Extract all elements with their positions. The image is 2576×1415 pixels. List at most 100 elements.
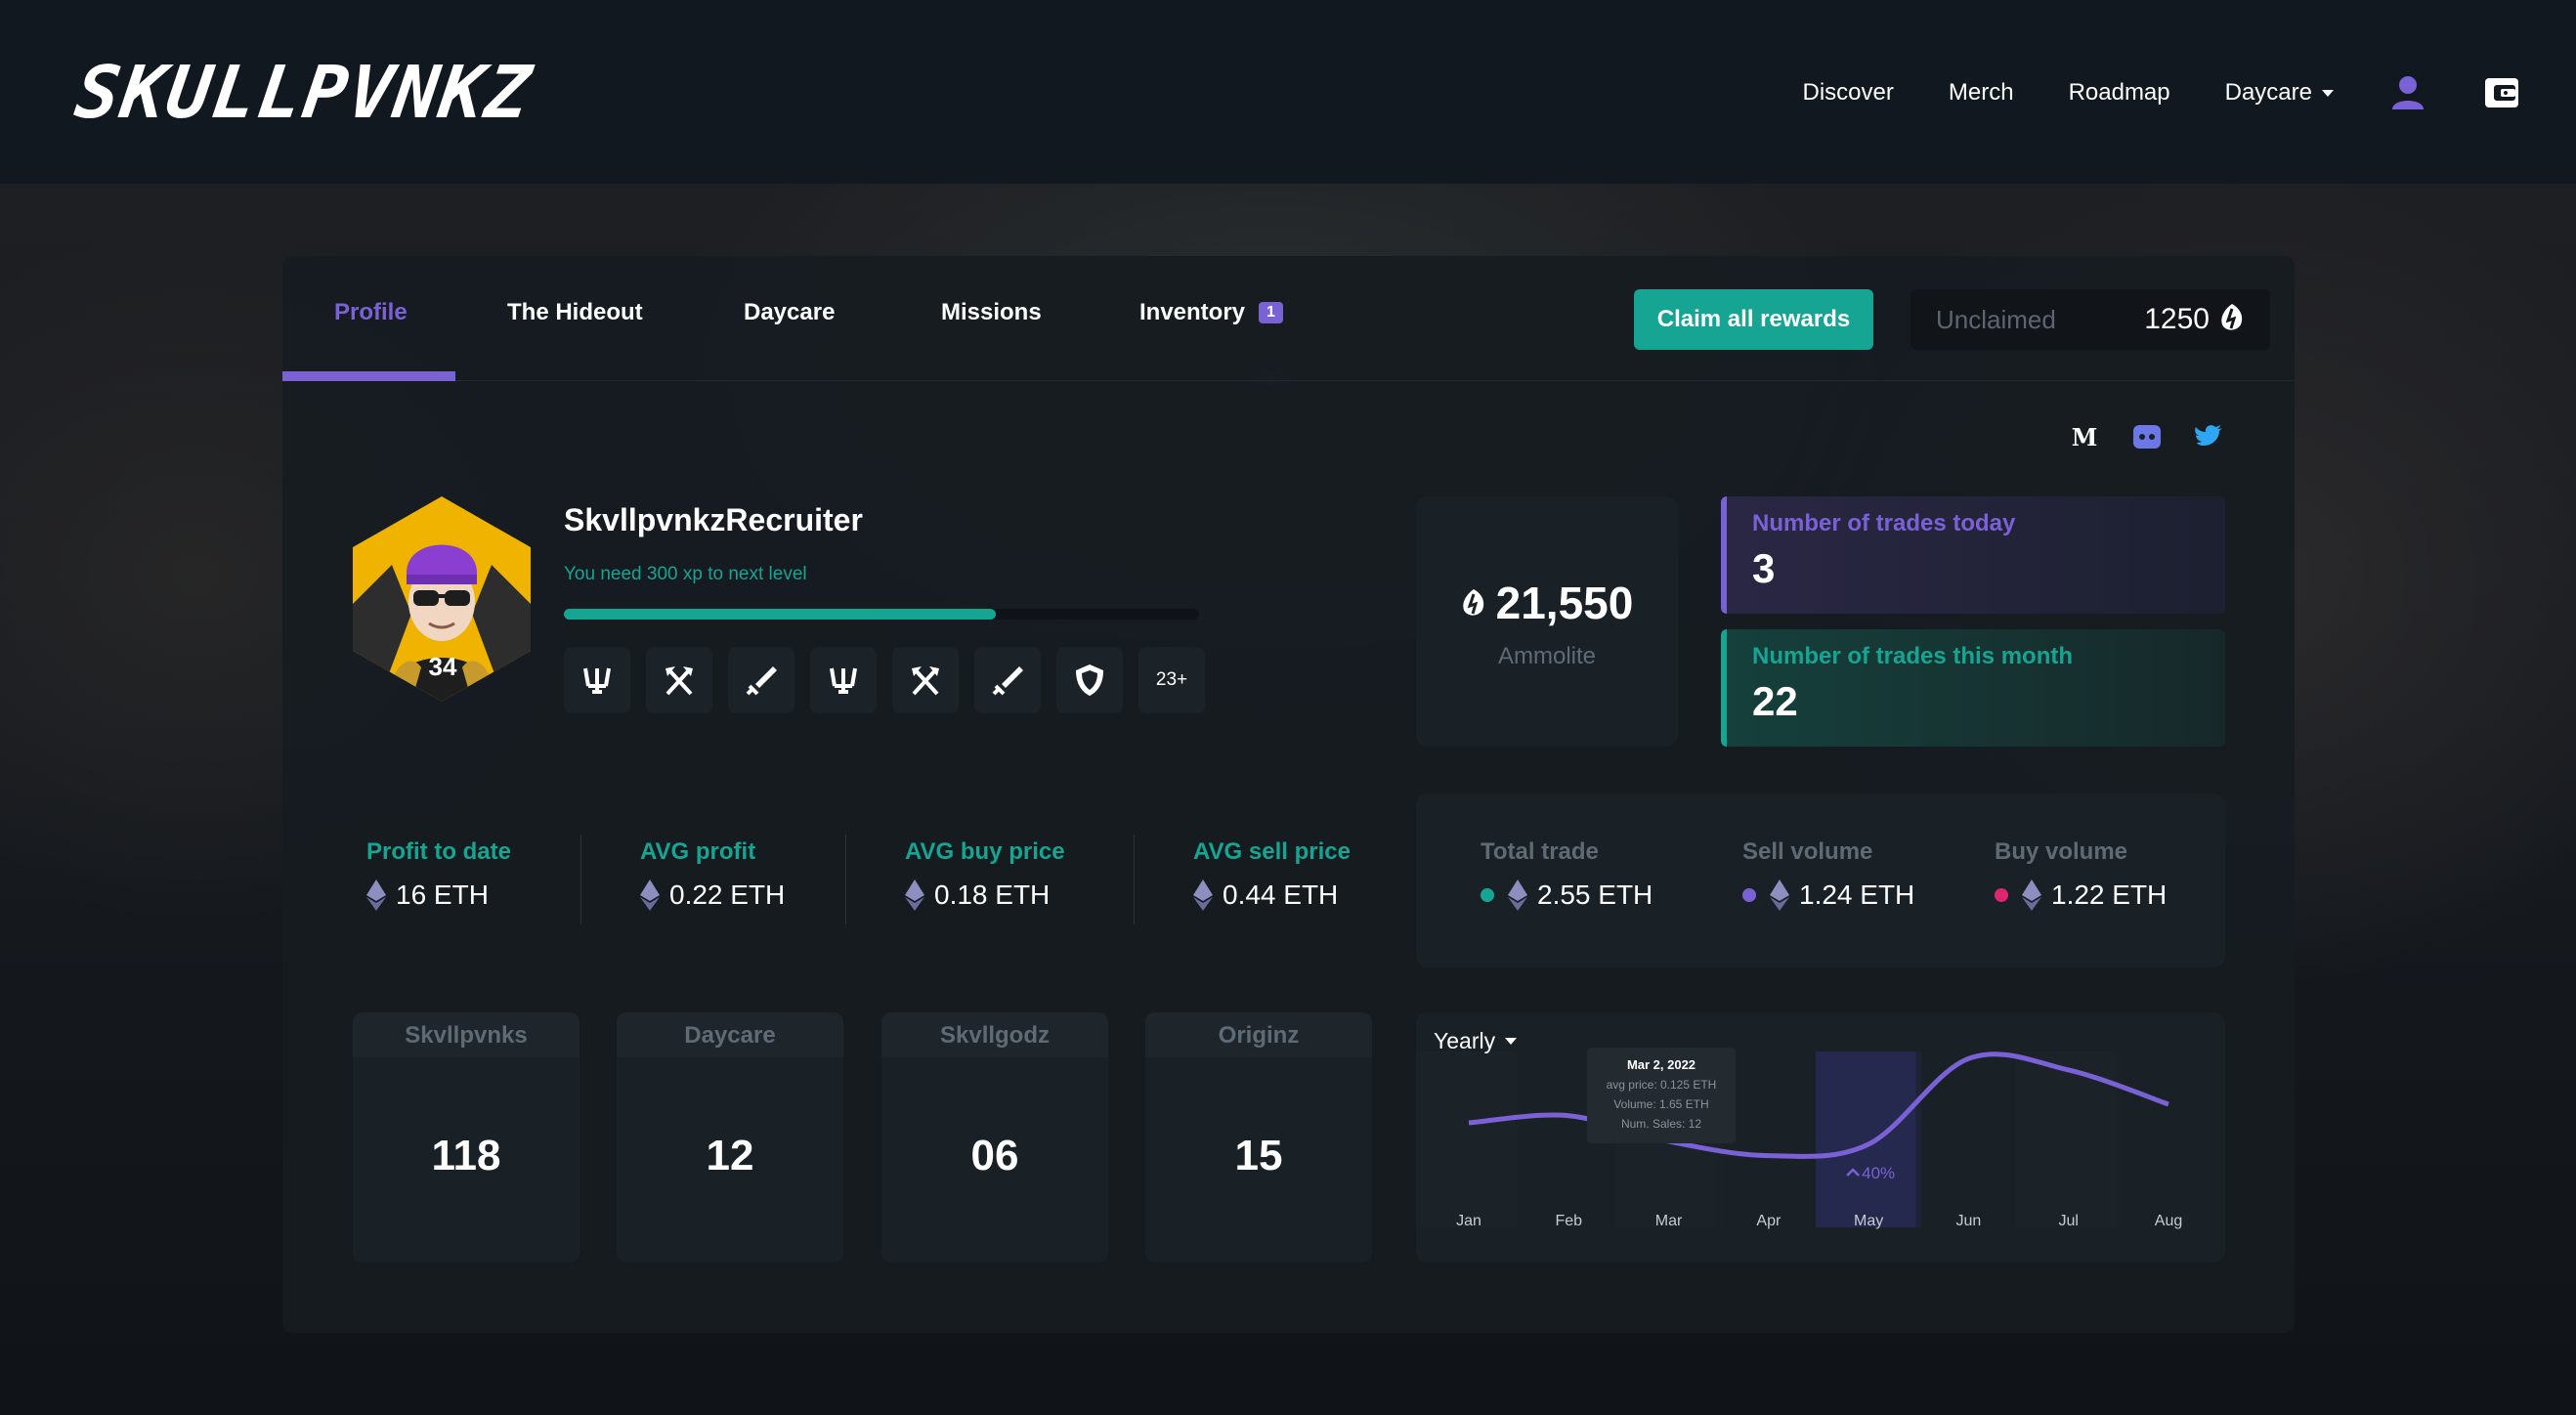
eth-icon (1193, 879, 1213, 911)
ammolite-icon (2219, 303, 2245, 337)
brand-logo[interactable]: SKULLPVNKZ (69, 51, 537, 135)
trade-chart-card: Jan Feb Mar Apr May Jun Jul Aug 40% Mar 2, 2022 av… (1416, 1012, 2225, 1263)
top-navbar: SKULLPVNKZ Discover Merch Roadmap Daycar… (0, 0, 2576, 184)
chart-highlight-label: 40% (1862, 1164, 1895, 1182)
chart-month-band (1915, 1051, 2022, 1227)
stat-profit-to-date: Profit to date 16 ETH (366, 838, 511, 911)
volume-value: 1.24 ETH (1799, 879, 1915, 910)
user-icon[interactable] (2388, 73, 2427, 112)
nav-daycare-label: Daycare (2224, 79, 2312, 106)
collection-card-daycare[interactable]: Daycare 12 (617, 1012, 843, 1263)
nav-links: Discover Merch Roadmap Daycare (1803, 68, 2576, 117)
nav-link-merch[interactable]: Merch (1948, 79, 2014, 106)
tab-inventory[interactable]: Inventory 1 (1139, 299, 1283, 326)
more-badges-count[interactable]: 23+ (1138, 647, 1205, 713)
unclaimed-label: Unclaimed (1936, 304, 2056, 334)
stat-value-row: 16 ETH (366, 879, 511, 911)
username: SkvllpvnkzRecruiter (564, 502, 863, 537)
collection-card-skvllpvnks[interactable]: Skvllpvnks 118 (353, 1012, 580, 1263)
volume-value-row: 1.22 ETH (1995, 879, 2167, 911)
chart-tooltip-line: Mar 2, 2022 (1627, 1057, 1696, 1072)
stat-value: 0.22 ETH (669, 879, 786, 910)
stat-value-row: 0.22 ETH (640, 879, 785, 911)
achievement-badges: 23+ (564, 647, 1205, 713)
trades-month-label: Number of trades this month (1752, 643, 2074, 669)
sword-icon[interactable] (974, 647, 1041, 713)
discord-icon[interactable] (2130, 420, 2164, 453)
stat-avg-sell-price: AVG sell price 0.44 ETH (1193, 838, 1351, 911)
eth-icon (1770, 879, 1789, 911)
chart-x-tick-label: Jan (1456, 1213, 1481, 1229)
ammolite-value: 21,550 (1495, 578, 1634, 628)
claim-all-rewards-button[interactable]: Claim all rewards (1634, 289, 1873, 350)
tab-the-hideout[interactable]: The Hideout (507, 299, 643, 325)
sword-icon[interactable] (728, 647, 794, 713)
level-badge: 34 (428, 651, 457, 681)
active-tab-indicator (282, 371, 455, 381)
nav-link-discover[interactable]: Discover (1802, 79, 1894, 106)
stat-value: 16 ETH (396, 879, 489, 910)
wallet-icon[interactable] (2482, 73, 2521, 112)
collection-card-originz[interactable]: Originz 15 (1145, 1012, 1372, 1263)
eth-icon (905, 879, 924, 911)
trades-today-card: Number of trades today 3 (1721, 496, 2225, 614)
status-dot (1481, 888, 1494, 902)
chart-x-tick-label: Jul (2058, 1213, 2078, 1229)
volume-value-row: 1.24 ETH (1742, 879, 1914, 911)
chart-x-tick-label: Feb (1555, 1213, 1582, 1229)
ammolite-balance: 21,550 (1416, 577, 1678, 629)
crossed-axes-icon[interactable] (892, 647, 959, 713)
trades-today-value: 3 (1752, 545, 1776, 591)
chart-month-band (1416, 1051, 1522, 1227)
avatar[interactable]: 34 (353, 496, 531, 702)
unclaimed-rewards-box: Unclaimed 1250 (1911, 289, 2270, 350)
unclaimed-value: 1250 (2144, 303, 2210, 335)
tab-profile[interactable]: Profile (334, 299, 408, 325)
crossed-axes-icon[interactable] (646, 647, 712, 713)
stat-value: 0.44 ETH (1223, 879, 1339, 910)
chart-x-tick-label: Mar (1655, 1213, 1683, 1229)
trident-icon[interactable] (810, 647, 877, 713)
divider (580, 835, 581, 924)
chevron-down-icon (1505, 1038, 1518, 1045)
stat-label: AVG profit (640, 838, 756, 865)
collection-card-skvllgodz[interactable]: Skvllgodz 06 (881, 1012, 1108, 1263)
chevron-down-icon (2322, 89, 2334, 97)
nav-dropdown-daycare[interactable]: Daycare (2225, 79, 2334, 107)
status-dot (1742, 888, 1756, 902)
nav-link-roadmap[interactable]: Roadmap (2068, 79, 2170, 106)
tab-missions[interactable]: Missions (941, 299, 1042, 325)
trade-line-chart[interactable]: Jan Feb Mar Apr May Jun Jul Aug 40% Mar 2, 2022 av… (1416, 1012, 2225, 1263)
chart-x-tick-label: Apr (1756, 1213, 1782, 1229)
chart-month-band (2015, 1051, 2122, 1227)
collection-count: 15 (1234, 1132, 1283, 1179)
ammolite-balance-card: 21,550 Ammolite (1416, 496, 1678, 747)
chart-period-dropdown[interactable]: Yearly (1434, 1028, 1518, 1054)
stat-avg-buy-price: AVG buy price 0.18 ETH (905, 838, 1065, 911)
stat-value-row: 0.18 ETH (905, 879, 1065, 911)
medium-icon[interactable]: M (2068, 420, 2101, 453)
chart-tooltip-line: Volume: 1.65 ETH (1613, 1097, 1708, 1111)
eth-icon (2022, 879, 2041, 911)
status-dot (1995, 888, 2008, 902)
twitter-icon[interactable] (2193, 420, 2226, 453)
chart-x-tick-label: Aug (2155, 1213, 2182, 1229)
eth-icon (640, 879, 660, 911)
volume-label: Total trade (1481, 838, 1599, 865)
collection-count: 118 (431, 1132, 501, 1179)
collection-count: 06 (970, 1132, 1019, 1179)
volume-label: Sell volume (1742, 838, 1873, 865)
volume-value: 1.22 ETH (2051, 879, 2168, 910)
trident-icon[interactable] (564, 647, 630, 713)
tab-daycare[interactable]: Daycare (744, 299, 836, 325)
stat-label: Profit to date (366, 838, 511, 865)
divider (1134, 835, 1135, 924)
shield-icon[interactable] (1056, 647, 1123, 713)
ammolite-label: Ammolite (1497, 643, 1597, 669)
trade-volume-card: Total trade 2.55 ETH Sell volume 1.24 ET… (1416, 793, 2225, 967)
chart-tooltip (1587, 1048, 1736, 1143)
eth-icon (366, 879, 386, 911)
collection-name: Originz (1145, 1012, 1372, 1057)
stat-label: AVG sell price (1193, 838, 1351, 865)
volume-sell: Sell volume 1.24 ETH (1742, 838, 1914, 911)
